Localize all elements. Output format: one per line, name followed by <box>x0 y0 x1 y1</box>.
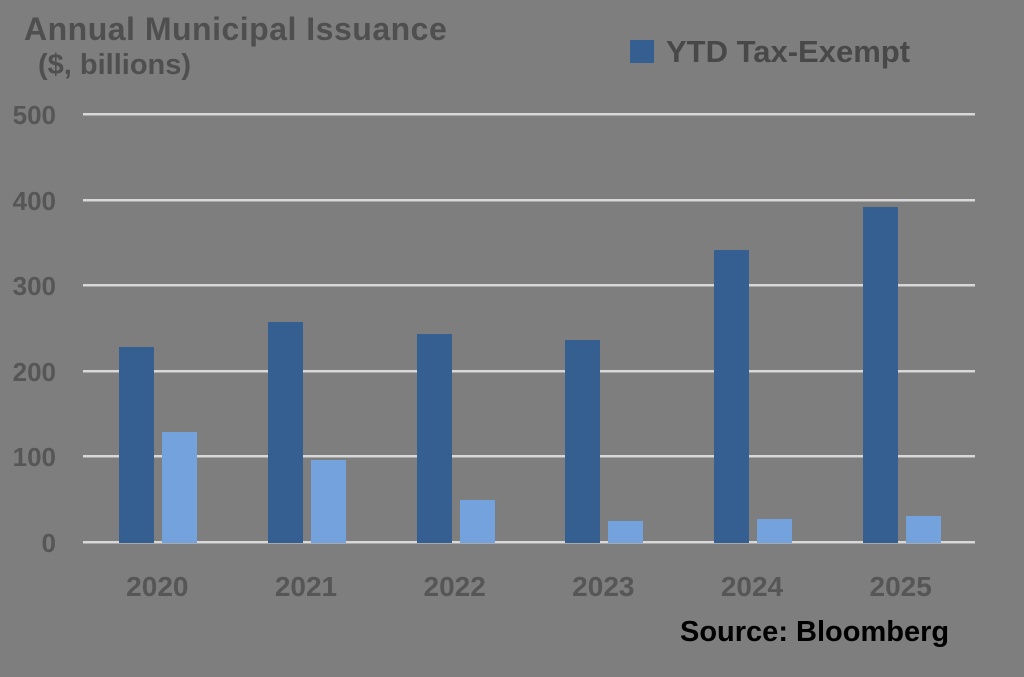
x-tick-label-2024: 2024 <box>720 571 784 602</box>
legend: YTD Tax-Exempt <box>630 36 910 67</box>
source-note: Source: Bloomberg <box>680 616 950 648</box>
x-tick-label-2021: 2021 <box>274 571 338 602</box>
gridline-200 <box>83 369 975 373</box>
bar-2024-dark <box>714 250 749 543</box>
y-tick-label-200: 200 <box>12 356 56 387</box>
y-tick-label-400: 400 <box>12 185 56 216</box>
bar-2025-light <box>905 516 941 543</box>
chart-title-block: Annual Municipal Issuance ($, billions) <box>24 10 447 82</box>
x-tick-label-2022: 2022 <box>423 571 486 602</box>
y-tick-label-0: 0 <box>41 528 56 558</box>
bar-2022-light <box>459 500 495 543</box>
bar-2025-dark <box>862 206 898 543</box>
bar-2023-light <box>608 520 644 543</box>
y-tick-label-300: 300 <box>12 271 56 302</box>
plot-area: 2020 2021 2022 2023 2024 2025 <box>83 113 975 602</box>
legend-label: YTD Tax-Exempt <box>666 34 911 69</box>
chart-subtitle: ($, billions) <box>38 49 192 81</box>
x-tick-label-2020: 2020 <box>126 571 189 602</box>
legend-swatch-icon <box>630 40 654 63</box>
gridline-400 <box>83 198 975 202</box>
gridline-0 <box>83 541 975 544</box>
chart-title: Annual Municipal Issuance <box>24 11 448 47</box>
x-tick-label-2023: 2023 <box>572 571 635 602</box>
bar-2022-dark <box>416 334 452 543</box>
x-tick-label-2025: 2025 <box>869 571 932 602</box>
gridline-300 <box>83 284 975 288</box>
gridline-100 <box>83 455 975 459</box>
bar-2021-light <box>311 459 346 543</box>
bar-2021-dark <box>268 322 303 543</box>
gridline-500 <box>83 113 975 116</box>
bar-2020-dark <box>119 346 155 543</box>
y-tick-label-100: 100 <box>12 442 56 473</box>
bar-2024-light <box>757 519 792 543</box>
bar-2020-light <box>162 431 198 543</box>
y-tick-label-500: 500 <box>12 100 56 130</box>
bar-2023-dark <box>565 340 601 543</box>
